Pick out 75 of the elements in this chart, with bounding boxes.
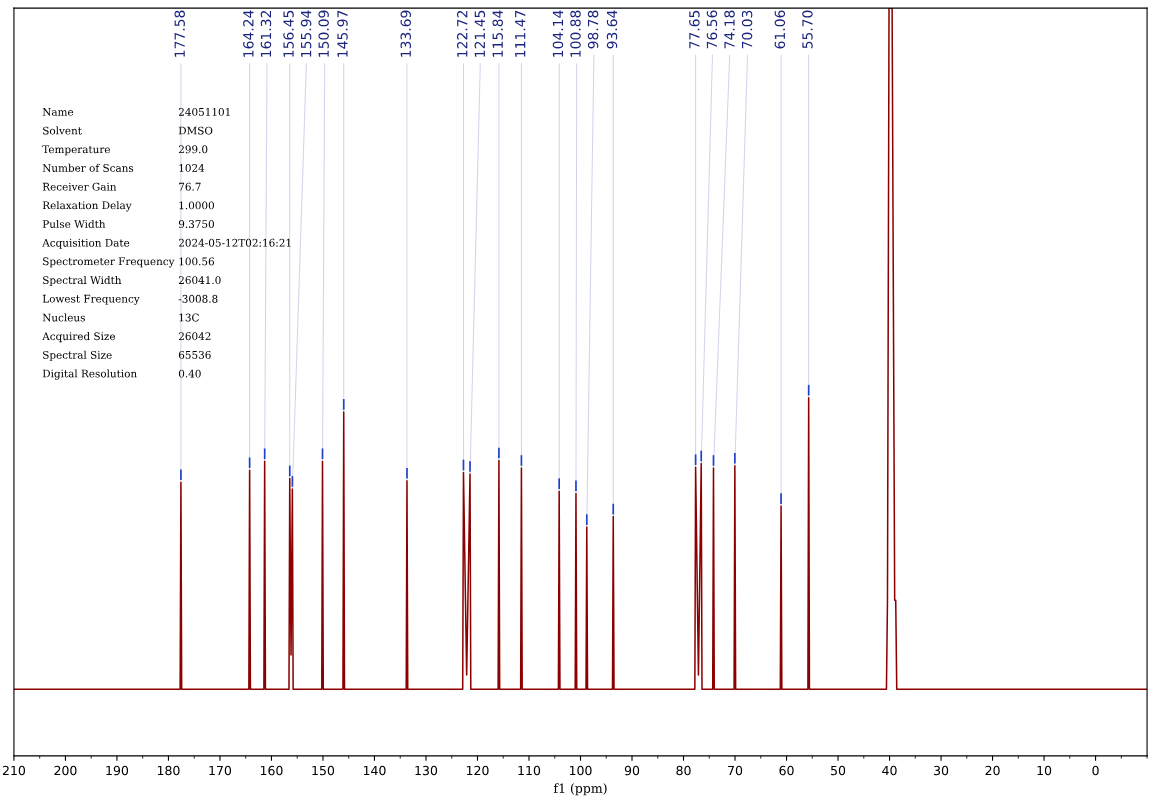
x-tick-label: 100 [569, 765, 592, 776]
annotation: DMSO [178, 126, 213, 135]
annotation: 121.45 [474, 10, 486, 57]
annotation: Spectral Size [43, 350, 112, 361]
x-tick-label: 20 [985, 765, 1000, 776]
x-tick-label: 40 [882, 765, 897, 776]
x-tick-label: 10 [1037, 765, 1052, 776]
annotation: 13C [179, 313, 199, 322]
annotation: -3008.8 [178, 294, 218, 303]
annotation: 1.0000 [179, 201, 214, 210]
x-tick-label: 150 [312, 765, 335, 776]
annotation: 76.7 [179, 182, 201, 191]
annotation: 24051101 [178, 107, 230, 116]
x-tick-label: 90 [624, 765, 640, 776]
x-tick-label: 60 [779, 765, 794, 776]
x-tick-label: 30 [934, 765, 949, 776]
annotation: 98.78 [587, 10, 599, 49]
annotation: Lowest Frequency [42, 294, 140, 305]
annotation: 77.65 [689, 10, 700, 49]
annotation: 133.69 [400, 10, 412, 57]
annotation: 74.18 [724, 10, 735, 49]
annotation: 161.32 [260, 11, 272, 57]
x-tick-label: 80 [676, 765, 691, 776]
annotation: Number of Scans [42, 163, 134, 172]
annotation: 55.70 [802, 10, 813, 49]
annotation: 122.72 [457, 11, 468, 57]
x-tick-label: 190 [106, 765, 129, 776]
annotation: 76.56 [706, 10, 718, 49]
annotation: Acquired Size [42, 332, 116, 343]
annotation: 115.84 [492, 10, 503, 57]
x-tick-label: 170 [209, 765, 232, 776]
annotation: 26041.0 [178, 276, 221, 285]
annotation: 61.06 [774, 10, 786, 49]
annotation: 100.88 [570, 10, 581, 57]
annotation: 65536 [178, 350, 211, 359]
x-tick-label: 160 [260, 765, 283, 776]
annotation: Pulse Width [42, 219, 106, 228]
annotation: 177.58 [174, 10, 185, 57]
annotation: 70.03 [741, 10, 753, 49]
annotation: 164.24 [243, 10, 254, 57]
x-tick-label: 140 [363, 765, 386, 776]
x-tick-label: 110 [518, 765, 541, 776]
x-tick-label: 50 [831, 765, 846, 776]
annotation: Nucleus [42, 313, 85, 322]
annotation: 111.47 [515, 10, 526, 57]
x-tick-label: 130 [415, 765, 438, 776]
annotation: Solvent [43, 126, 82, 135]
annotation: 9.3750 [178, 220, 214, 228]
x-tick-label: 210 [2, 765, 26, 776]
x-tick-label: 120 [466, 765, 489, 776]
annotation: 0.40 [178, 369, 201, 378]
x-tick-label: 0 [1092, 765, 1099, 776]
annotation: 299.0 [178, 145, 208, 154]
annotation: 100.56 [179, 257, 215, 266]
x-tick-label: 70 [728, 765, 743, 776]
annotation: Name [42, 108, 74, 116]
annotation: Acquisition Date [42, 238, 130, 249]
annotation: 145.97 [337, 10, 348, 57]
annotation: Spectrometer Frequency [43, 257, 175, 268]
annotation: 104.14 [552, 10, 564, 57]
annotation: Relaxation Delay [42, 201, 132, 212]
x-axis-title: f1 (ppm) [553, 783, 607, 796]
annotation: 2024-05-12T02:16:21 [178, 238, 291, 247]
annotation: Digital Resolution [42, 369, 137, 380]
annotation: Receiver Gain [42, 182, 117, 191]
x-tick-label: 180 [157, 765, 180, 776]
annotation: 1024 [179, 164, 205, 172]
annotation: 93.64 [606, 10, 618, 49]
annotation: 155.94 [300, 10, 312, 57]
annotation: Spectral Width [43, 276, 122, 287]
annotation: 156.45 [283, 10, 294, 57]
x-tick-label: 200 [54, 765, 77, 776]
annotation: 26042 [178, 332, 211, 341]
annotation: Temperature [42, 145, 110, 156]
annotation: 150.09 [318, 10, 329, 57]
